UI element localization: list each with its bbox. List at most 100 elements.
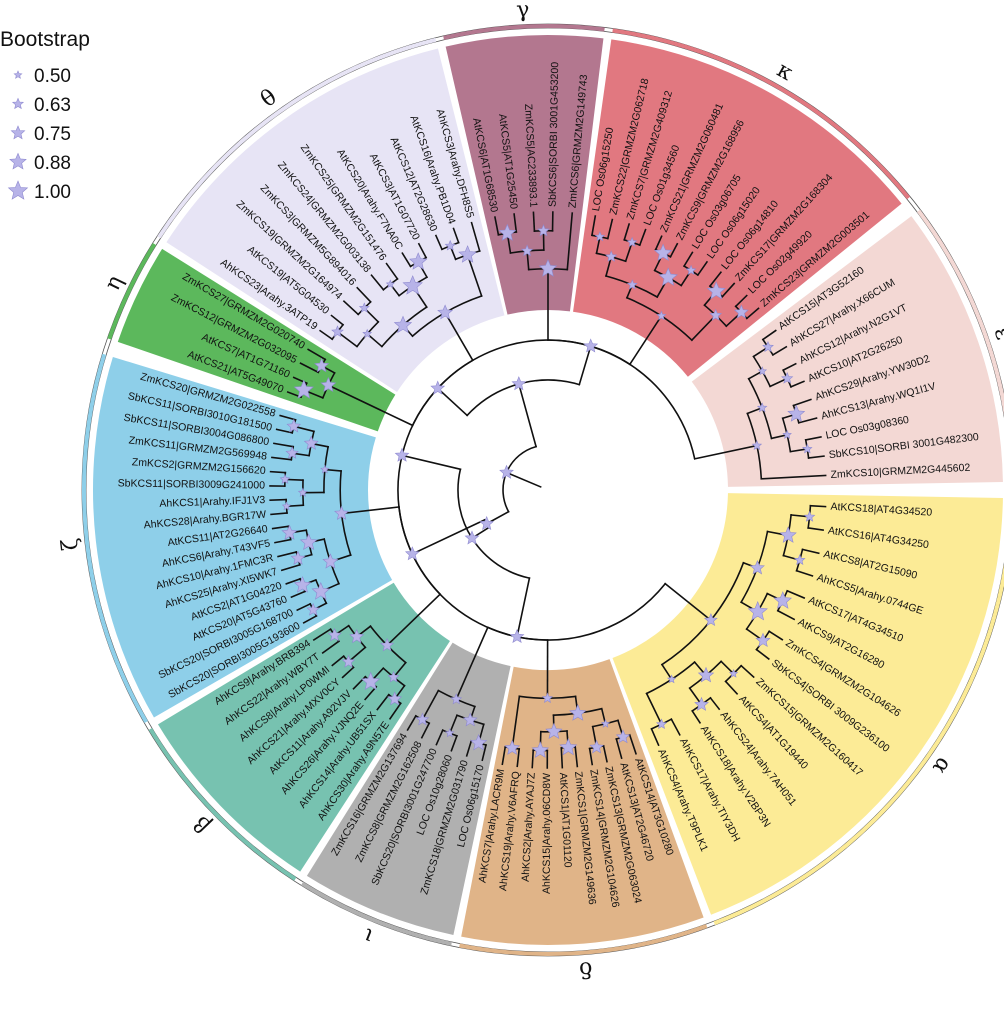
bootstrap-star [498,223,517,241]
bootstrap-star [341,654,356,668]
bootstrap-star [733,304,749,319]
bootstrap-star [600,719,611,728]
bootstrap-star [314,357,330,373]
clade-label-epsilon: ε [989,324,1004,343]
branch [721,282,736,298]
bootstrap-star [545,722,563,740]
clade-ring-iota [301,881,452,946]
branch [364,685,378,701]
bootstrap-star [385,279,395,289]
bootstrap-star [781,372,794,384]
branch [797,417,818,424]
branch [397,339,696,641]
bootstrap-star [589,739,604,754]
branch [602,744,608,763]
branch [566,212,574,271]
legend-label: 0.50 [34,66,71,87]
bootstrap-star [404,546,420,561]
bootstrap-star [499,464,514,479]
branch [376,693,390,711]
branch [761,329,777,341]
bootstrap-star [285,446,299,459]
bootstrap-star [504,739,521,755]
branch [745,307,760,320]
clade-label-delta: δ [578,956,593,982]
bootstrap-star [594,231,606,242]
branch [709,696,721,711]
branch [502,445,538,513]
bootstrap-star [281,501,292,511]
branch [690,314,717,342]
legend-star-icon [10,125,26,140]
branch [457,468,531,580]
clade-label-alpha: α [927,752,956,779]
bootstrap-star [787,404,806,422]
branch [734,294,748,308]
branch [370,274,385,291]
bootstrap-star [779,526,797,543]
bootstrap-star [709,308,723,321]
leaf-label: ZmKCS5|AC233893.1 [522,104,539,208]
branch [708,271,723,288]
clade-sector-beta [157,582,450,872]
leaf-label: AtKCS1|AT1G01120 [557,772,574,868]
bootstrap-star [331,325,344,338]
bootstrap-star [286,418,302,433]
bootstrap-star [362,328,373,339]
clade-ring-delta [459,924,708,957]
branch [420,722,431,739]
bootstrap-star [320,376,337,393]
leaf-label: AhKCS15|Arahy.06CD8W [541,773,553,894]
legend-star-icon [11,97,25,110]
bootstrap-star [756,402,768,413]
bootstrap-star [658,267,678,286]
branch [513,213,518,233]
clade-ring-gamma [443,24,605,40]
bootstrap-star [749,560,765,575]
branch [271,525,290,530]
bootstrap-star [290,550,306,565]
branch [342,300,360,316]
bootstrap-star [728,668,739,678]
bootstrap-star [462,712,478,727]
branch [511,695,521,749]
bootstrap-star [655,718,668,730]
bootstrap-star [327,627,342,642]
bootstrap-star [615,729,631,744]
bootstrap-star [511,376,527,391]
clade-sector-alpha [612,493,1003,915]
clade-ring-beta [148,727,297,881]
branch [466,253,483,298]
bootstrap-star [402,275,423,295]
leaf-label: AhKCS1|Arahy.IFJ1V3 [159,494,265,510]
bootstrap-star [782,429,792,439]
bootstrap-star [281,524,298,540]
bootstrap-star [757,366,768,376]
branch [531,749,535,769]
legend-title: Bootstrap [0,28,90,51]
bootstrap-star [322,553,339,569]
branch [455,626,489,701]
bootstrap-star [747,601,768,621]
bootstrap-star [583,338,599,353]
branch [435,729,444,746]
branch [560,747,564,769]
legend-label: 0.88 [34,153,71,174]
branch [801,548,820,555]
branch [336,330,359,348]
bootstrap-star [311,581,331,600]
bootstrap-star [387,691,403,706]
branch [786,589,806,600]
bootstrap-star [393,315,413,334]
branch [691,709,702,724]
branch [450,734,458,752]
legend-star-icon [9,152,27,170]
branch [269,498,287,501]
branch [285,577,302,585]
branch [660,663,673,681]
branch [280,563,301,572]
clade-label-eta: η [100,272,128,295]
branch [327,384,414,427]
branch [670,718,681,736]
branch [470,221,481,253]
